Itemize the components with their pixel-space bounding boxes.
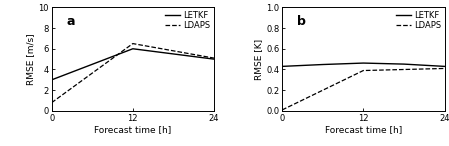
Legend: LETKF, LDAPS: LETKF, LDAPS [395, 10, 442, 31]
Y-axis label: RMSE [m/s]: RMSE [m/s] [26, 33, 35, 85]
X-axis label: Forecast time [h]: Forecast time [h] [94, 126, 172, 134]
LDAPS [442, 68, 447, 69]
LDAPS [279, 109, 285, 111]
LDAPS [130, 43, 136, 45]
Text: b: b [297, 15, 306, 28]
LETKF [130, 48, 136, 50]
Line: LDAPS: LDAPS [282, 68, 445, 110]
LETKF [211, 58, 217, 60]
LDAPS [49, 102, 54, 104]
Y-axis label: RMSE [K]: RMSE [K] [255, 39, 264, 80]
LDAPS [361, 70, 366, 71]
X-axis label: Forecast time [h]: Forecast time [h] [325, 126, 402, 134]
Text: a: a [66, 15, 75, 28]
LDAPS [211, 57, 217, 59]
LETKF [442, 66, 447, 67]
LETKF [320, 64, 326, 65]
Line: LETKF: LETKF [52, 49, 214, 80]
LETKF [279, 66, 285, 67]
LETKF [361, 62, 366, 64]
LETKF [49, 79, 54, 81]
Line: LDAPS: LDAPS [52, 44, 214, 103]
LETKF [401, 63, 407, 65]
Legend: LETKF, LDAPS: LETKF, LDAPS [164, 10, 211, 31]
Line: LETKF: LETKF [282, 63, 445, 66]
